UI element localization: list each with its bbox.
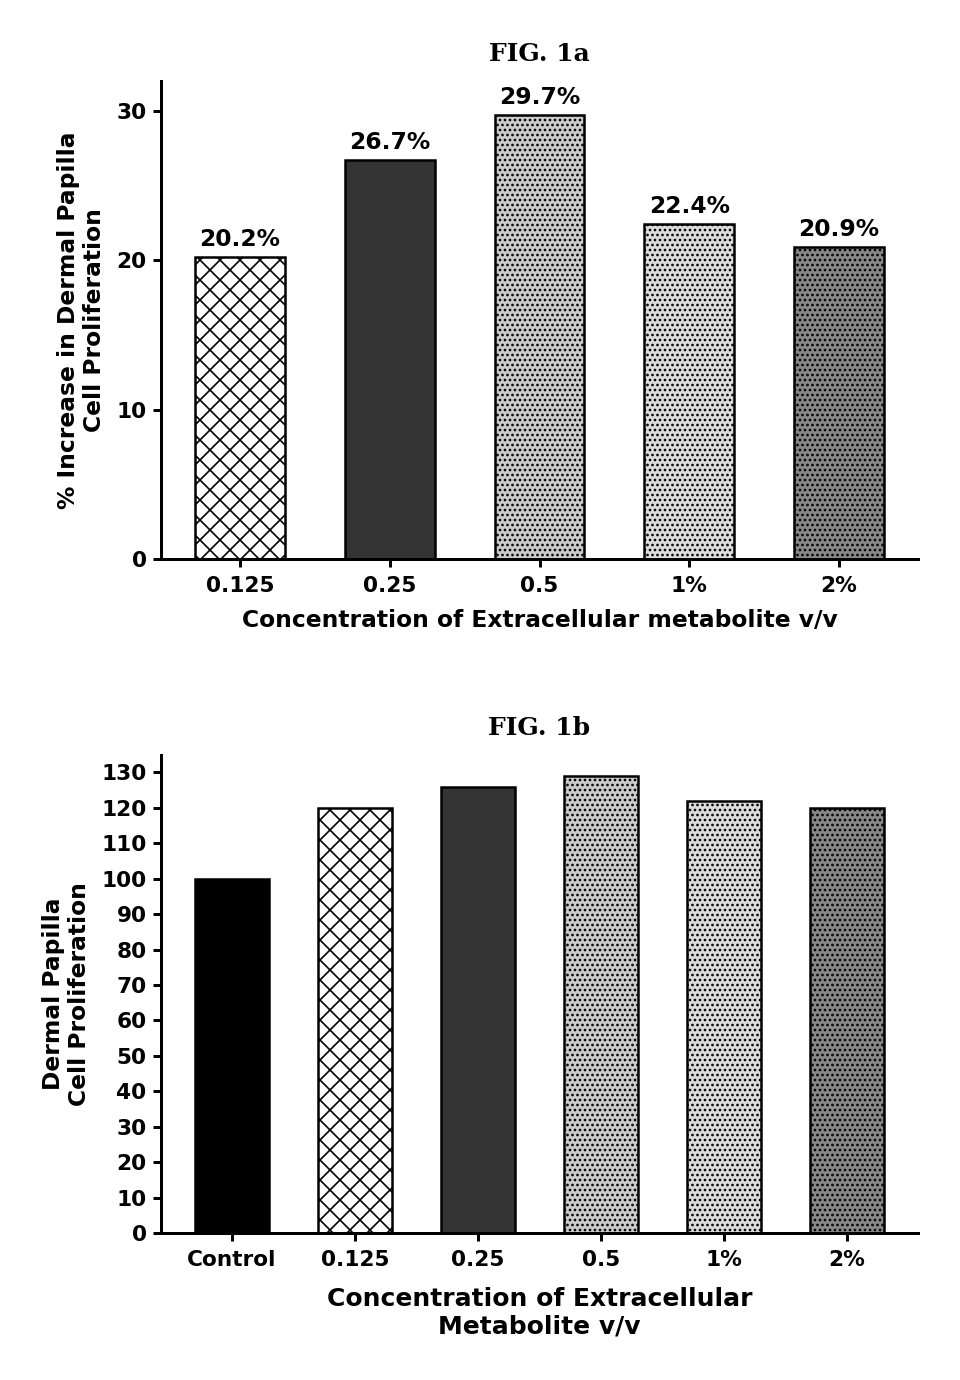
Text: 22.4%: 22.4%	[649, 195, 730, 218]
Text: 20.2%: 20.2%	[200, 228, 280, 251]
Bar	[441, 787, 515, 1234]
Bar	[494, 115, 585, 559]
X-axis label: Concentration of Extracellular metabolite v/v: Concentration of Extracellular metabolit…	[242, 609, 837, 632]
Bar	[564, 776, 637, 1234]
Bar	[195, 879, 269, 1234]
Title: FIG. 1b: FIG. 1b	[489, 716, 590, 740]
Y-axis label: % Increase in Dermal Papilla
Cell Proliferation: % Increase in Dermal Papilla Cell Prolif…	[57, 131, 107, 509]
Bar	[318, 807, 392, 1234]
Title: FIG. 1a: FIG. 1a	[490, 41, 589, 66]
Bar	[794, 247, 884, 559]
Bar	[687, 800, 761, 1234]
Bar	[644, 224, 734, 559]
Text: 26.7%: 26.7%	[349, 131, 430, 155]
Text: 20.9%: 20.9%	[799, 218, 879, 240]
Text: 29.7%: 29.7%	[499, 86, 580, 109]
X-axis label: Concentration of Extracellular
Metabolite v/v: Concentration of Extracellular Metabolit…	[326, 1286, 753, 1339]
Bar	[810, 807, 884, 1234]
Y-axis label: Dermal Papilla
Cell Proliferation: Dermal Papilla Cell Proliferation	[41, 882, 91, 1105]
Bar	[195, 257, 285, 559]
Bar	[345, 160, 435, 559]
